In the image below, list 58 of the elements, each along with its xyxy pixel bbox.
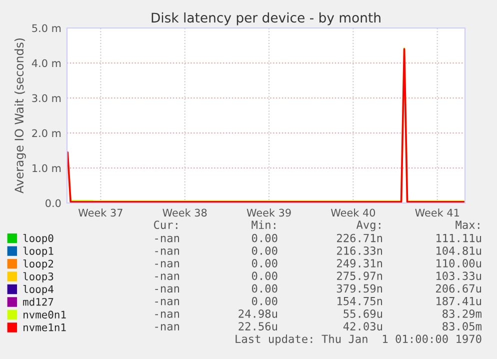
text: -nan bbox=[155, 261, 180, 268]
text: 154.75n bbox=[338, 297, 382, 306]
y-axis-title: Average IO Wait (seconds) bbox=[14, 38, 26, 194]
text: 275.97n bbox=[337, 272, 382, 280]
y-tick-label: 2.0 m bbox=[32, 129, 61, 138]
y-tick-label: 5.0 m bbox=[32, 24, 61, 32]
x-tick-label: Week 41 bbox=[415, 208, 459, 217]
legend-label: loop1 bbox=[23, 246, 54, 257]
text: 42.03u bbox=[343, 322, 382, 330]
x-tick-label: Week 39 bbox=[246, 208, 291, 217]
y-tick-label: 1.0 m bbox=[32, 164, 61, 172]
chart-title: Disk latency per device - by month bbox=[152, 12, 380, 26]
legend-label: md127 bbox=[23, 298, 54, 306]
text: 55.69u bbox=[344, 309, 382, 318]
text: 0.00 bbox=[252, 259, 278, 268]
text: 103.33u bbox=[436, 272, 482, 280]
x-tick-label: Week 37 bbox=[78, 208, 122, 217]
text: -nan bbox=[155, 312, 180, 318]
text: Max: bbox=[456, 220, 480, 230]
legend-label: nvme1n1 bbox=[24, 324, 66, 332]
text: -nan bbox=[155, 236, 180, 242]
text: Cur: bbox=[154, 220, 178, 230]
text: 216.33n bbox=[337, 246, 382, 255]
text: 206.67u bbox=[436, 284, 482, 293]
text: 110.00u bbox=[436, 259, 482, 268]
y-tick-label: 4.0 m bbox=[32, 59, 61, 68]
text: Avg: bbox=[356, 220, 380, 232]
text: 249.31n bbox=[337, 259, 382, 268]
text: -nan bbox=[155, 274, 180, 280]
x-tick-label: Week 40 bbox=[330, 208, 376, 217]
text: 379.59n bbox=[336, 284, 382, 293]
y-tick-label: 0.0 bbox=[46, 199, 61, 208]
text: 83.05m bbox=[442, 322, 482, 330]
text: 111.11u bbox=[436, 234, 482, 242]
text: Min: bbox=[252, 220, 276, 229]
legend-label: loop2 bbox=[23, 259, 54, 270]
text: 0.00 bbox=[252, 272, 278, 280]
text: 24.98u bbox=[238, 309, 278, 318]
text: -nan bbox=[155, 248, 180, 255]
legend-label: loop0 bbox=[23, 234, 54, 244]
x-tick-label: Week 38 bbox=[162, 208, 207, 217]
legend-label: loop3 bbox=[23, 272, 54, 282]
text: Last update: Thu Jan 1 01:00:00 1970 bbox=[236, 334, 482, 346]
text: 0.00 bbox=[252, 296, 278, 306]
text: 0.00 bbox=[252, 234, 278, 242]
legend-label: loop4 bbox=[23, 284, 54, 296]
text: 187.41u bbox=[436, 296, 482, 306]
text: -nan bbox=[155, 286, 180, 293]
text: 226.71n bbox=[337, 234, 382, 242]
text: -nan bbox=[155, 324, 180, 330]
y-tick-label: 3.0 m bbox=[32, 94, 61, 102]
text: -nan bbox=[155, 298, 180, 306]
text: 0.00 bbox=[252, 246, 278, 255]
text: 0.00 bbox=[252, 284, 278, 293]
text: 22.56u bbox=[238, 322, 278, 330]
legend-label: nvme0n1 bbox=[24, 310, 66, 319]
text: 104.81u bbox=[436, 246, 482, 255]
text: 83.29m bbox=[442, 309, 482, 318]
